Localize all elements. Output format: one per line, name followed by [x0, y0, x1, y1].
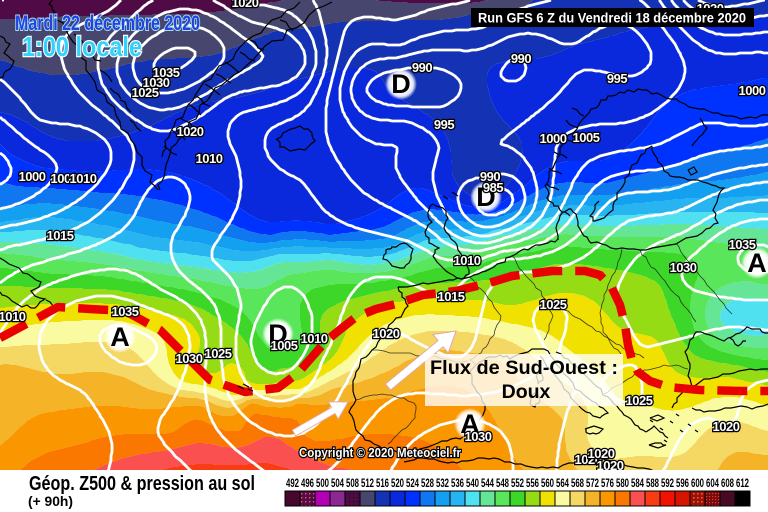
svg-text:1020: 1020 — [232, 0, 259, 10]
svg-text:1005: 1005 — [573, 130, 600, 145]
svg-text:1020: 1020 — [177, 124, 204, 139]
svg-text:995: 995 — [607, 71, 627, 86]
svg-text:508: 508 — [346, 478, 359, 490]
svg-text:516: 516 — [376, 478, 389, 490]
svg-text:A: A — [747, 248, 767, 278]
svg-text:596: 596 — [676, 478, 689, 490]
svg-text:1030: 1030 — [143, 75, 170, 90]
svg-text:1000: 1000 — [540, 131, 567, 146]
svg-text:1010: 1010 — [301, 331, 328, 346]
svg-text:584: 584 — [631, 478, 644, 490]
svg-text:500: 500 — [316, 478, 329, 490]
svg-text:572: 572 — [586, 478, 599, 490]
svg-text:512: 512 — [361, 478, 374, 490]
svg-text:1005: 1005 — [271, 338, 298, 353]
svg-text:Mardi 22 décembre 2020: Mardi 22 décembre 2020 — [15, 12, 200, 35]
svg-text:608: 608 — [721, 478, 734, 490]
svg-text:544: 544 — [481, 478, 494, 490]
svg-text:1020: 1020 — [588, 446, 615, 461]
svg-text:1025: 1025 — [626, 393, 653, 408]
svg-text:1030: 1030 — [465, 429, 492, 444]
svg-text:548: 548 — [496, 478, 509, 490]
svg-text:1015: 1015 — [438, 289, 465, 304]
svg-text:520: 520 — [391, 478, 404, 490]
svg-text:1020: 1020 — [597, 458, 624, 473]
svg-text:1015: 1015 — [47, 228, 74, 243]
svg-text:1020: 1020 — [713, 419, 740, 434]
svg-text:D: D — [476, 182, 496, 212]
svg-text:612: 612 — [736, 478, 749, 490]
svg-text:990: 990 — [412, 60, 432, 75]
svg-text:592: 592 — [661, 478, 674, 490]
svg-text:540: 540 — [466, 478, 479, 490]
svg-text:Run GFS 6 Z du Vendredi 18 déc: Run GFS 6 Z du Vendredi 18 décembre 2020 — [478, 11, 746, 26]
svg-text:1025: 1025 — [205, 346, 232, 361]
svg-text:1030: 1030 — [670, 260, 697, 275]
svg-text:568: 568 — [571, 478, 584, 490]
svg-text:532: 532 — [436, 478, 449, 490]
svg-text:576: 576 — [601, 478, 614, 490]
svg-text:1035: 1035 — [729, 237, 756, 252]
svg-text:552: 552 — [511, 478, 524, 490]
svg-text:1035: 1035 — [153, 65, 180, 80]
svg-text:556: 556 — [526, 478, 539, 490]
svg-text:Géop. Z500 & pression au sol: Géop. Z500 & pression au sol — [29, 473, 255, 495]
svg-text:504: 504 — [331, 478, 344, 490]
svg-text:990: 990 — [511, 51, 531, 66]
svg-text:1000: 1000 — [51, 171, 78, 186]
svg-text:1:00 locale: 1:00 locale — [22, 31, 142, 62]
svg-text:1030: 1030 — [176, 351, 203, 366]
svg-text:D: D — [268, 319, 288, 349]
svg-text:588: 588 — [646, 478, 659, 490]
svg-text:1010: 1010 — [0, 309, 26, 324]
svg-text:564: 564 — [556, 478, 569, 490]
svg-text:Copyright © 2020 Meteociel.fr: Copyright © 2020 Meteociel.fr — [299, 445, 461, 460]
svg-text:A: A — [460, 409, 480, 439]
svg-text:1020: 1020 — [575, 452, 602, 467]
svg-text:1025: 1025 — [132, 85, 159, 100]
svg-text:524: 524 — [406, 478, 419, 490]
svg-text:536: 536 — [451, 478, 464, 490]
svg-text:1035: 1035 — [112, 304, 139, 319]
svg-text:1000: 1000 — [19, 169, 46, 184]
svg-text:A: A — [110, 322, 130, 352]
svg-text:600: 600 — [691, 478, 704, 490]
svg-text:990: 990 — [480, 169, 500, 184]
svg-text:(+ 90h): (+ 90h) — [28, 493, 73, 509]
svg-text:995: 995 — [434, 117, 454, 132]
svg-text:1025: 1025 — [540, 297, 567, 312]
svg-text:604: 604 — [706, 478, 719, 490]
svg-text:580: 580 — [616, 478, 629, 490]
svg-text:1020: 1020 — [373, 326, 400, 341]
svg-text:1010: 1010 — [454, 253, 481, 268]
svg-text:1010: 1010 — [70, 171, 97, 186]
svg-text:1000: 1000 — [739, 83, 766, 98]
svg-text:D: D — [391, 69, 411, 99]
svg-text:Doux: Doux — [502, 381, 551, 403]
svg-text:1010: 1010 — [196, 151, 223, 166]
svg-text:528: 528 — [421, 478, 434, 490]
svg-text:985: 985 — [483, 180, 503, 195]
svg-text:492: 492 — [286, 478, 299, 490]
svg-text:560: 560 — [541, 478, 554, 490]
svg-text:Flux de Sud-Ouest :: Flux de Sud-Ouest : — [430, 357, 618, 379]
svg-text:496: 496 — [301, 478, 314, 490]
